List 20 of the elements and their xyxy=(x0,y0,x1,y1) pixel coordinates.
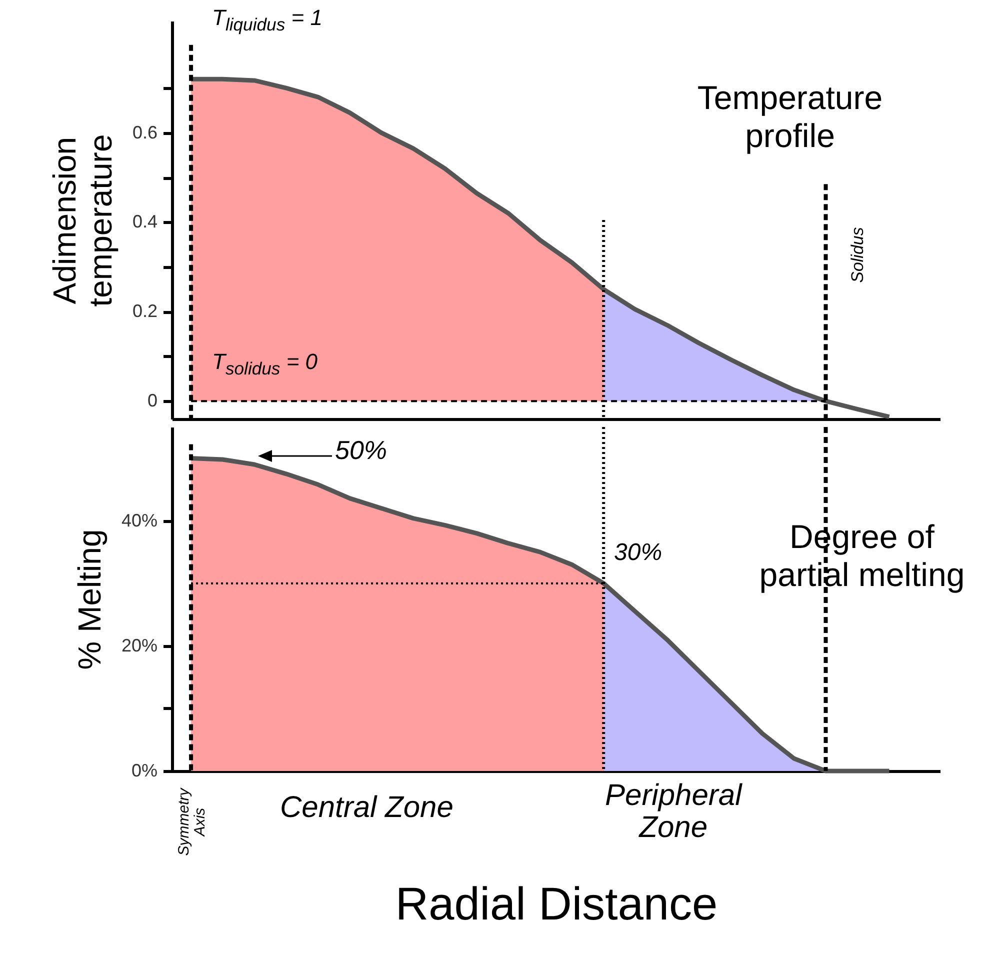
y-axis-title: % Melting xyxy=(71,529,108,670)
text: Peripheral Zone xyxy=(605,779,742,844)
y-tick-label: 0.4 xyxy=(132,212,158,232)
y-tick-label: 40% xyxy=(121,510,158,530)
annotation: Solidus xyxy=(848,227,868,283)
annotation: T$_{liquidus}$ = 1 xyxy=(212,5,322,34)
text: Degree of partial melting xyxy=(759,518,965,593)
text: Temperature profile xyxy=(697,79,883,154)
y-tick-label: 0.2 xyxy=(132,301,158,322)
annotation: 30% xyxy=(614,539,662,566)
y-axis-title: Adimension temperature xyxy=(46,134,118,307)
y-tick-label: 0 xyxy=(147,390,158,411)
text: Symmetry Axis xyxy=(175,788,208,856)
y-tick-label: 0% xyxy=(131,760,158,780)
y-tick-label: 0.6 xyxy=(132,122,158,142)
y-tick-label: 20% xyxy=(121,635,158,656)
annotation: 50% xyxy=(335,435,388,465)
x-axis-title: Radial Distance xyxy=(395,878,718,930)
text: Central Zone xyxy=(280,791,454,824)
annotation: T$_{solidus}$ = 0 xyxy=(212,349,318,378)
